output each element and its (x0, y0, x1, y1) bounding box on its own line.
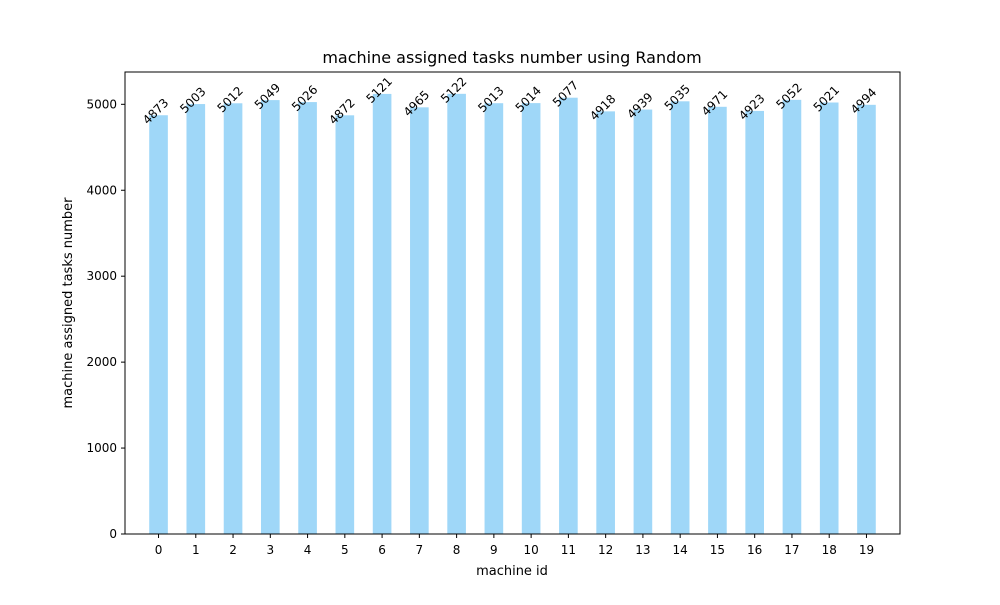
bar-12 (596, 111, 615, 535)
x-tick-label-17: 17 (784, 543, 799, 557)
bar-19 (857, 104, 876, 534)
x-tick-label-4: 4 (304, 543, 312, 557)
bar-10 (521, 103, 541, 535)
bar-11 (559, 97, 578, 534)
bar-8 (447, 93, 466, 534)
bar-13 (633, 109, 653, 535)
x-tick-label-0: 0 (155, 543, 163, 557)
x-tick-label-7: 7 (416, 543, 424, 557)
x-axis-label: machine id (476, 564, 548, 579)
x-tick-label-2: 2 (229, 543, 237, 557)
bar-7 (410, 107, 429, 534)
x-axis-ticks: 0 1 2 3 4 5 6 7 8 9 10 11 12 13 14 15 16 17 18 19 (155, 534, 874, 557)
bar-4 (298, 102, 317, 534)
x-tick-label-16: 16 (747, 543, 762, 557)
bar-2 (223, 103, 243, 534)
x-tick-label-1: 1 (192, 543, 200, 557)
bar-1 (186, 104, 206, 535)
bar-6 (372, 93, 392, 534)
bar-14 (670, 101, 690, 535)
x-tick-label-18: 18 (822, 543, 837, 557)
x-tick-label-9: 9 (490, 543, 498, 557)
bar-5 (335, 115, 355, 534)
bar-18 (819, 102, 839, 534)
y-tick-label-0: 0 (109, 527, 117, 541)
y-tick-label-4000: 4000 (86, 183, 117, 197)
bar-16 (745, 110, 764, 535)
x-tick-label-14: 14 (673, 543, 688, 557)
x-tick-label-11: 11 (561, 543, 576, 557)
y-tick-label-5000: 5000 (86, 97, 117, 111)
x-tick-label-6: 6 (378, 543, 386, 557)
bars-group (149, 93, 876, 535)
plot-frame (124, 71, 901, 535)
x-tick-label-13: 13 (635, 543, 650, 557)
y-axis-ticks: 0 1000 2000 3000 4000 5000 (86, 97, 125, 541)
x-tick-label-10: 10 (523, 543, 538, 557)
x-tick-label-8: 8 (453, 543, 461, 557)
y-tick-label-1000: 1000 (86, 441, 117, 455)
y-tick-label-3000: 3000 (86, 269, 117, 283)
bar-17 (782, 99, 802, 534)
x-tick-label-12: 12 (598, 543, 613, 557)
y-tick-label-2000: 2000 (86, 355, 117, 369)
x-tick-label-15: 15 (710, 543, 725, 557)
bar-9 (484, 103, 504, 534)
y-axis-label: machine assigned tasks number (61, 197, 76, 409)
bar-3 (261, 100, 280, 534)
bar-0 (149, 115, 168, 534)
bar-15 (708, 106, 727, 535)
x-tick-label-19: 19 (859, 543, 874, 557)
chart-title: machine assigned tasks number using Rand… (322, 48, 701, 67)
x-tick-label-3: 3 (266, 543, 274, 557)
x-tick-label-5: 5 (341, 543, 349, 557)
